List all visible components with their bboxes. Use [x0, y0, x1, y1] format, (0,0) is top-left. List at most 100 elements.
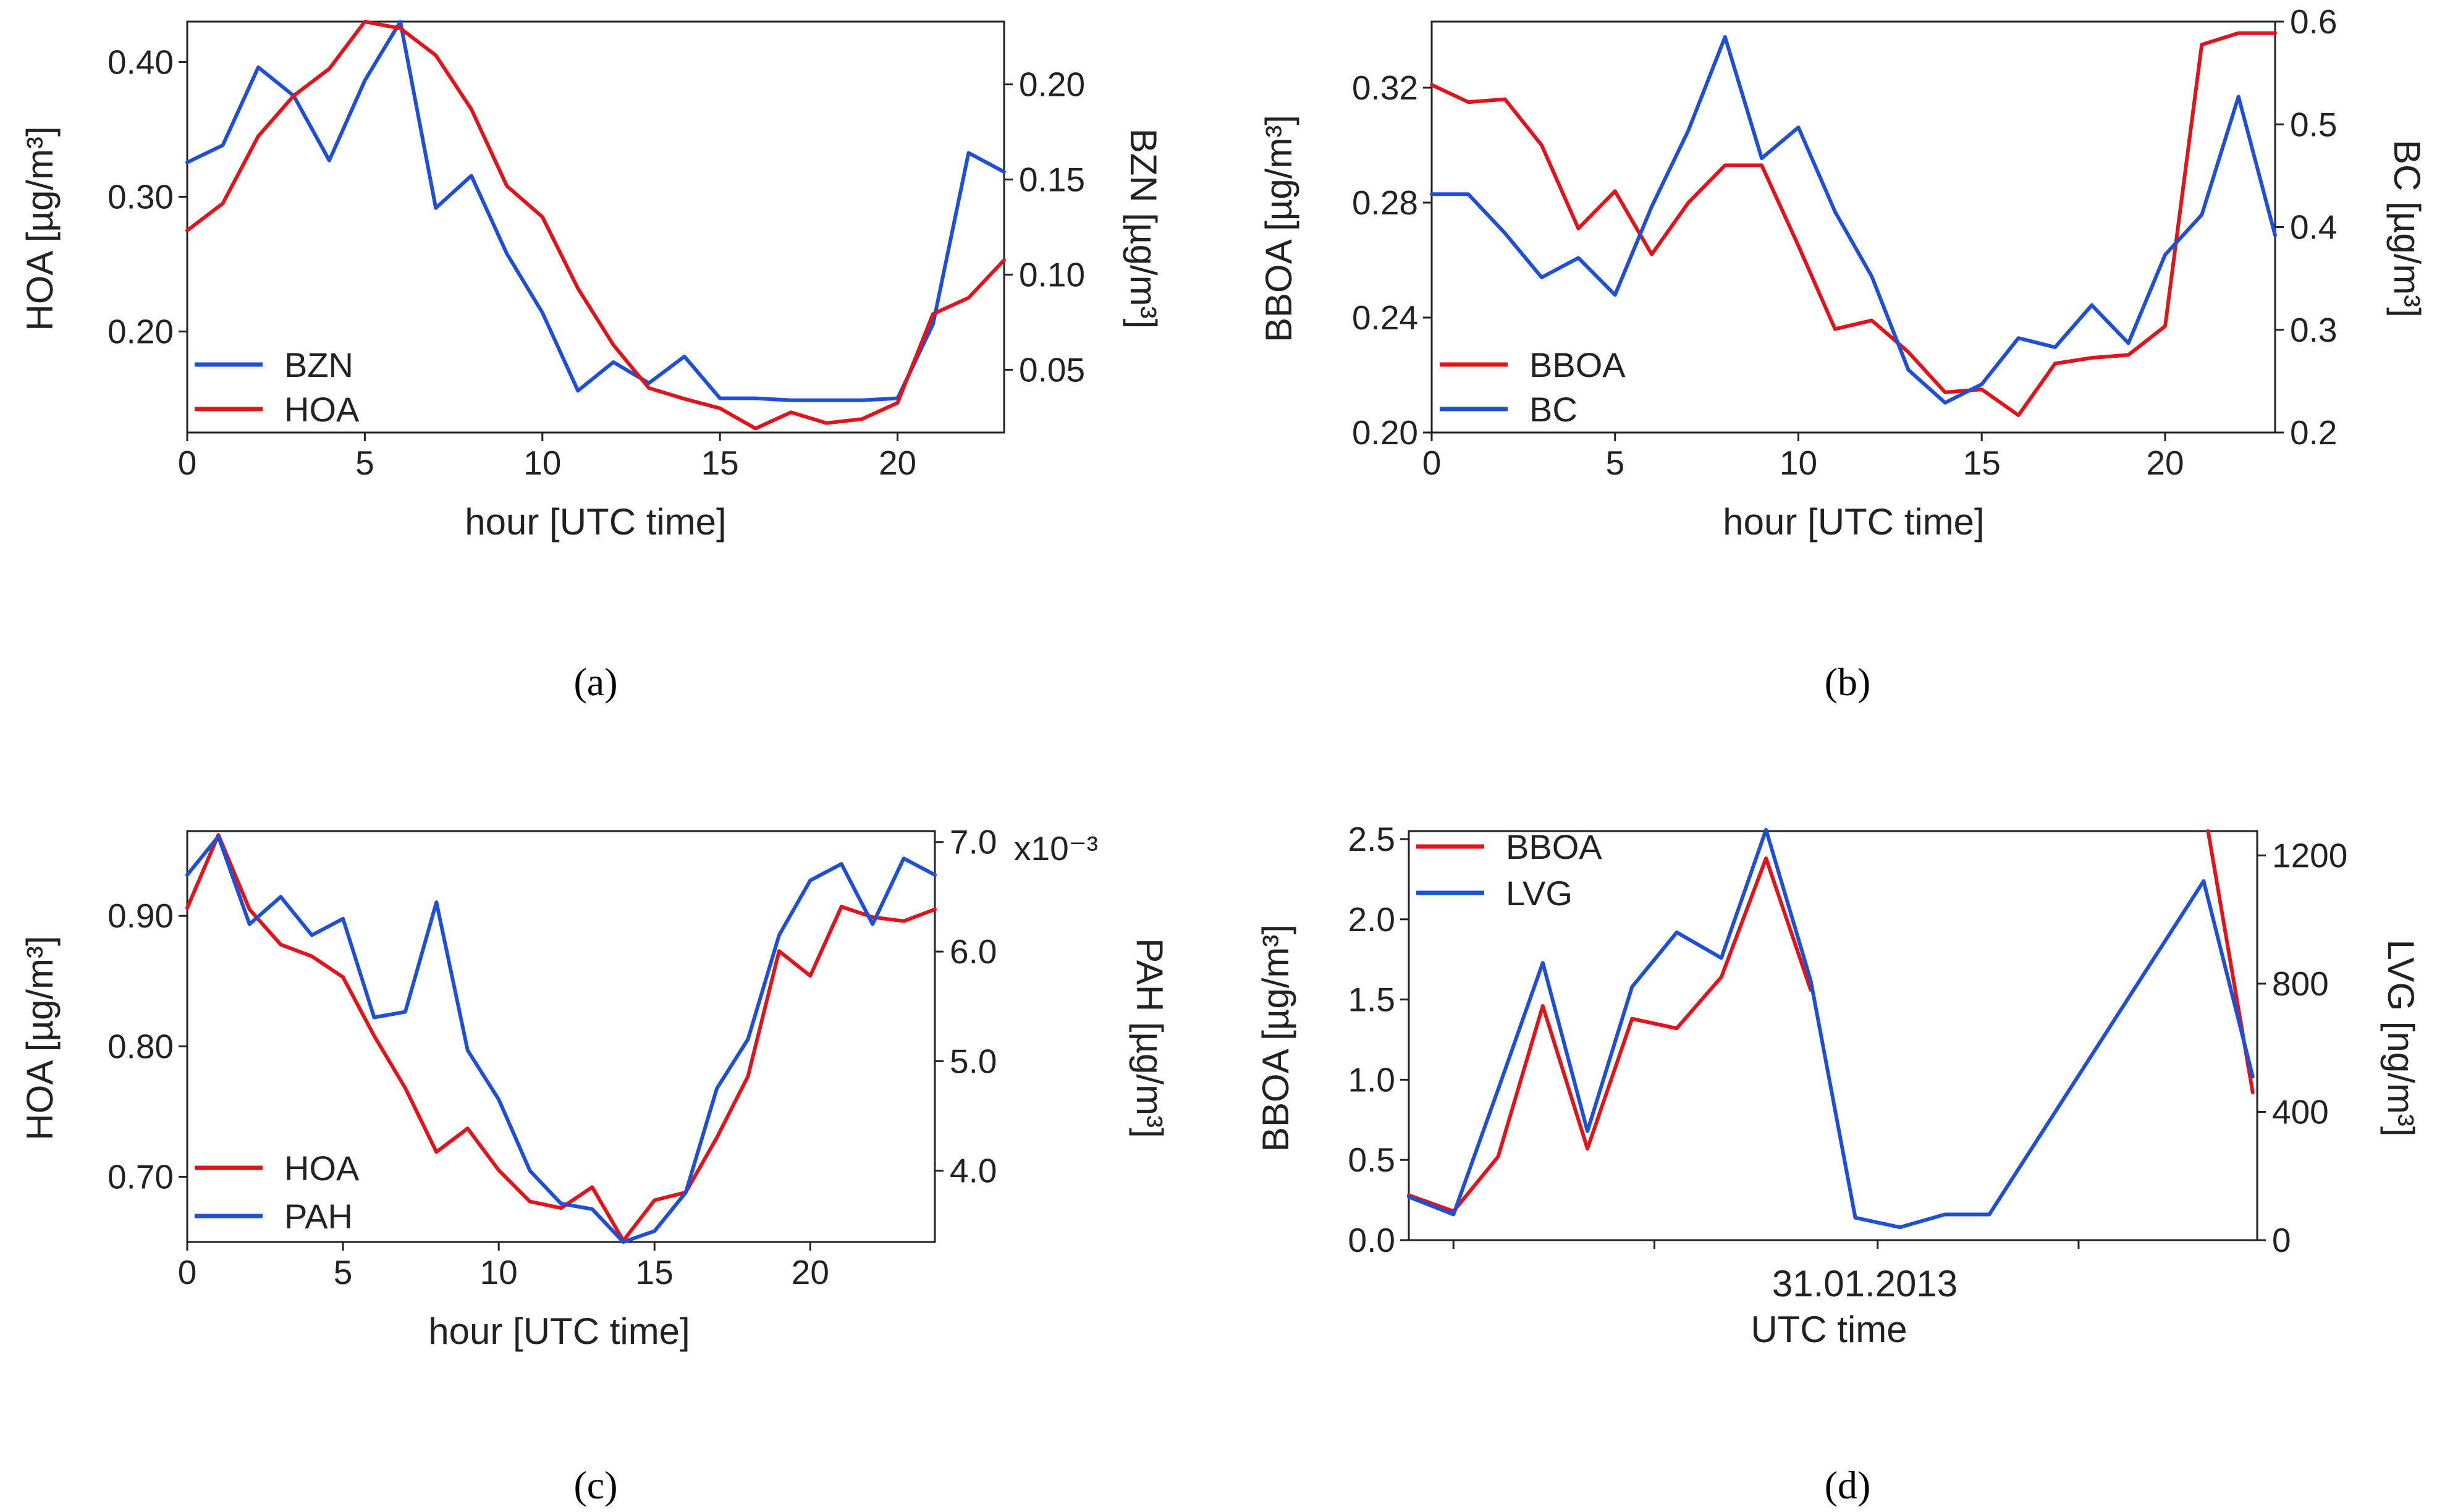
- legend: BBOA BC: [1440, 345, 1626, 429]
- legend: HOA PAH: [195, 1149, 360, 1236]
- right-tick-label: 0.2: [2290, 413, 2337, 452]
- left-axis-label: BBOA [µg/m³]: [1258, 115, 1299, 342]
- legend: BBOA LVG: [1416, 827, 1602, 913]
- x-tick-label: 5: [1605, 444, 1624, 482]
- panel-a: 0.20 0.30 0.40 0.05 0.10 0.15 0.20 0 5 10 15 20 h…: [19, 20, 1164, 704]
- date-label: 31.01.2013: [1772, 1263, 1958, 1304]
- right-tick-label: 7.0: [950, 823, 997, 861]
- right-tick-label: 6.0: [950, 932, 997, 971]
- x-tick-label: 0: [178, 1253, 197, 1291]
- right-axis: 4.0 5.0 6.0 7.0: [935, 823, 997, 1190]
- right-axis-label: BC [µg/m³]: [2386, 140, 2428, 318]
- legend-label-hoa: HOA: [284, 390, 360, 429]
- x-axis: 0 5 10 15 20: [178, 433, 916, 482]
- legend: BZN HOA: [195, 345, 360, 429]
- x-axis-label: hour [UTC time]: [465, 501, 726, 543]
- series-line-hoa: [185, 20, 1006, 431]
- left-tick-label: 2.5: [1348, 820, 1395, 858]
- left-axis: 0.0 0.5 1.0 1.5 2.0 2.5: [1348, 820, 1409, 1259]
- x-axis: [1452, 1240, 2080, 1249]
- left-tick-label: 2.0: [1348, 900, 1395, 939]
- right-tick-label: 0.20: [1019, 65, 1085, 104]
- x-tick-label: 20: [792, 1253, 829, 1291]
- right-axis: 0.2 0.3 0.4 0.5 0.6: [2275, 2, 2337, 452]
- plot-frame: [1408, 830, 2258, 1241]
- right-tick-label: 4.0: [950, 1152, 997, 1190]
- series-line-pah: [185, 834, 937, 1244]
- x-tick-label: 10: [480, 1253, 518, 1291]
- right-axis-label: BZN [µg/m³]: [1123, 129, 1164, 329]
- panel-caption: (c): [573, 1463, 617, 1507]
- series-line-bzn: [185, 20, 1006, 402]
- right-axis: 0.05 0.10 0.15 0.20: [1004, 65, 1085, 389]
- x-tick-label: 5: [355, 444, 374, 482]
- panel-caption: (a): [573, 660, 617, 704]
- x-axis-label: UTC time: [1751, 1309, 1907, 1350]
- right-tick-label: 0.4: [2290, 208, 2337, 247]
- left-tick-label: 0.80: [108, 1027, 174, 1065]
- x-tick-label: 10: [523, 444, 561, 482]
- right-tick-label: 400: [2272, 1092, 2329, 1131]
- left-axis-label: HOA [µg/m³]: [19, 935, 61, 1140]
- plot-frame: [186, 830, 936, 1243]
- legend-label-hoa: HOA: [284, 1149, 360, 1188]
- left-axis: 0.20 0.24 0.28 0.32: [1352, 69, 1432, 452]
- legend-label-bc: BC: [1529, 390, 1578, 429]
- x-tick-label: 15: [636, 1253, 674, 1291]
- legend-label-lvg: LVG: [1506, 874, 1573, 913]
- x-axis-label: hour [UTC time]: [428, 1311, 690, 1352]
- x-tick-label: 20: [2146, 444, 2184, 482]
- x-tick-label: 0: [178, 444, 197, 482]
- left-axis: 0.20 0.30 0.40: [108, 43, 187, 350]
- left-tick-label: 0.90: [108, 897, 174, 935]
- x-tick-label: 15: [1963, 444, 2001, 482]
- left-axis-label: HOA [µg/m³]: [19, 126, 61, 331]
- legend-label-bboa: BBOA: [1506, 827, 1602, 866]
- panel-d: 0.0 0.5 1.0 1.5 2.0 2.5 0 400 800 1200 31.01.201…: [1255, 820, 2422, 1507]
- right-tick-label: 0.05: [1019, 350, 1085, 389]
- left-axis: 0.70 0.80 0.90: [108, 897, 187, 1196]
- left-tick-label: 0.0: [1348, 1221, 1395, 1259]
- series-line-hoa: [185, 833, 937, 1243]
- series-line-lvg: [1407, 827, 2255, 1230]
- right-tick-label: 0.3: [2290, 311, 2337, 349]
- series-lines: [185, 20, 1006, 431]
- right-tick-label: 0.15: [1019, 161, 1085, 199]
- right-axis-multiplier: x10⁻³: [1014, 829, 1098, 868]
- series-lines: [185, 833, 937, 1244]
- series-line-bboa: [1430, 31, 2277, 418]
- panel-c: 0.70 0.80 0.90 4.0 5.0 6.0 7.0 0 5 10 15 20 x10⁻³…: [19, 823, 1170, 1507]
- series-lines: [1407, 827, 2255, 1230]
- x-tick-label: 5: [334, 1253, 353, 1291]
- panel-b: 0.20 0.24 0.28 0.32 0.2 0.3 0.4 0.5 0.6 0 5 10 15 2…: [1258, 2, 2428, 704]
- plot-frame: [186, 20, 1005, 434]
- x-axis: 0 5 10 15 20: [178, 1242, 829, 1291]
- left-tick-label: 0.40: [108, 43, 174, 81]
- left-tick-label: 1.0: [1348, 1060, 1395, 1099]
- panel-caption: (b): [1825, 660, 1871, 704]
- series-line-bboa: [1407, 856, 1813, 1214]
- x-axis: 0 5 10 15 20: [1422, 433, 2184, 482]
- x-tick-label: 0: [1422, 444, 1442, 482]
- legend-label-bzn: BZN: [284, 345, 353, 384]
- legend-label-bboa: BBOA: [1529, 345, 1626, 384]
- left-tick-label: 0.30: [108, 177, 174, 216]
- right-tick-label: 1200: [2272, 836, 2347, 874]
- x-tick-label: 20: [879, 444, 916, 482]
- right-tick-label: 0.5: [2290, 105, 2337, 143]
- left-tick-label: 0.24: [1352, 298, 1418, 337]
- right-tick-label: 0: [2272, 1221, 2291, 1259]
- left-tick-label: 1.5: [1348, 981, 1395, 1019]
- right-axis: 0 400 800 1200: [2257, 836, 2347, 1259]
- left-tick-label: 0.20: [1352, 413, 1418, 452]
- panel-caption: (d): [1825, 1463, 1871, 1507]
- x-tick-label: 10: [1780, 444, 1817, 482]
- right-tick-label: 0.10: [1019, 255, 1085, 294]
- series-lines: [1430, 31, 2277, 418]
- left-tick-label: 0.28: [1352, 184, 1418, 222]
- left-tick-label: 0.5: [1348, 1141, 1395, 1179]
- right-axis-label: PAH [µg/m³]: [1129, 938, 1170, 1138]
- x-tick-label: 15: [701, 444, 739, 482]
- series-line-bc: [1430, 35, 2277, 405]
- right-axis-label: LVG [ng/m³]: [2380, 940, 2422, 1137]
